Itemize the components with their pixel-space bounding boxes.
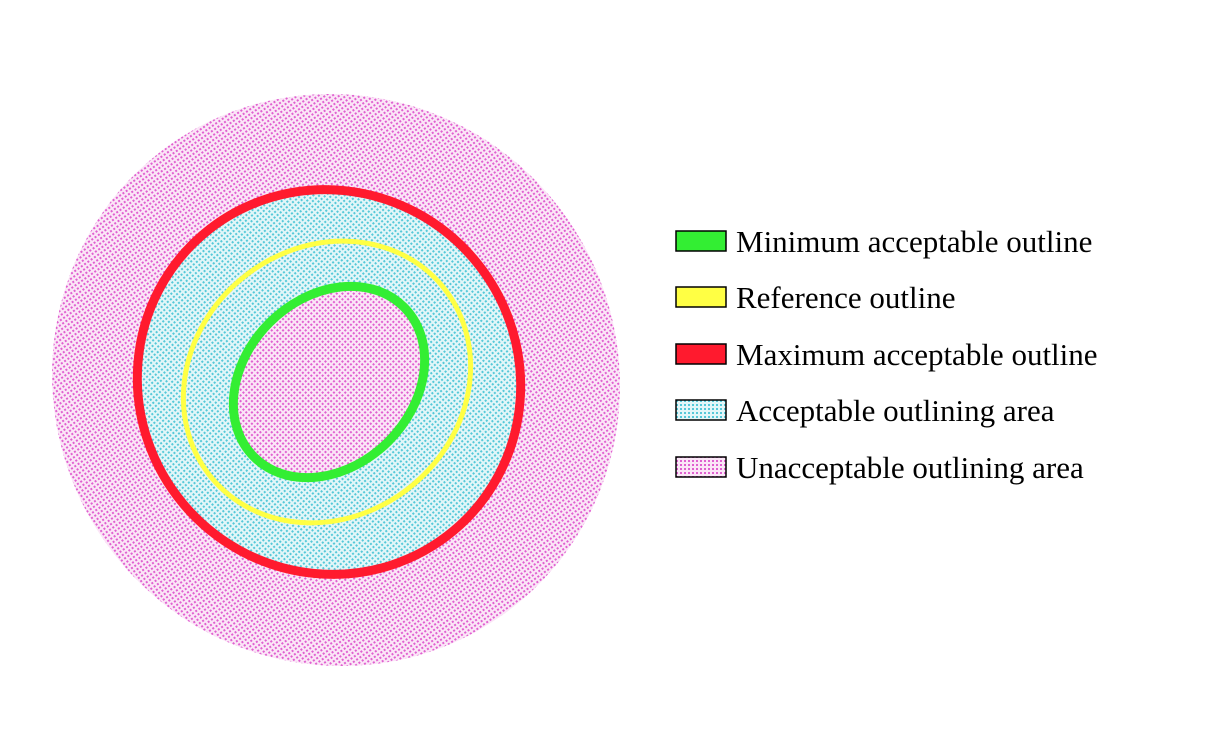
green-swatch-icon [675,230,727,252]
legend-item-acceptable-area: Acceptable outlining area [675,393,1055,428]
legend-label: Maximum acceptable outline [736,337,1098,372]
inner-unacceptable-area [233,286,425,478]
legend-item-reference-outline: Reference outline [675,280,955,315]
magenta-dotted-swatch-icon [675,456,727,478]
reference-outline [180,238,474,526]
legend-label: Unacceptable outlining area [736,450,1084,485]
legend-label: Reference outline [736,280,955,315]
legend-item-minimum-outline: Minimum acceptable outline [675,224,1092,259]
red-swatch-icon [675,343,727,365]
legend-label: Minimum acceptable outline [736,224,1092,259]
legend: Minimum acceptable outline Reference out… [675,224,1098,485]
legend-item-maximum-outline: Maximum acceptable outline [675,337,1098,372]
legend-label: Acceptable outlining area [736,393,1055,428]
legend-item-unacceptable-area: Unacceptable outlining area [675,450,1084,485]
maximum-acceptable-outline [132,185,526,579]
cyan-dotted-swatch-icon [675,399,727,421]
yellow-swatch-icon [675,286,727,308]
minimum-acceptable-outline [228,281,430,483]
